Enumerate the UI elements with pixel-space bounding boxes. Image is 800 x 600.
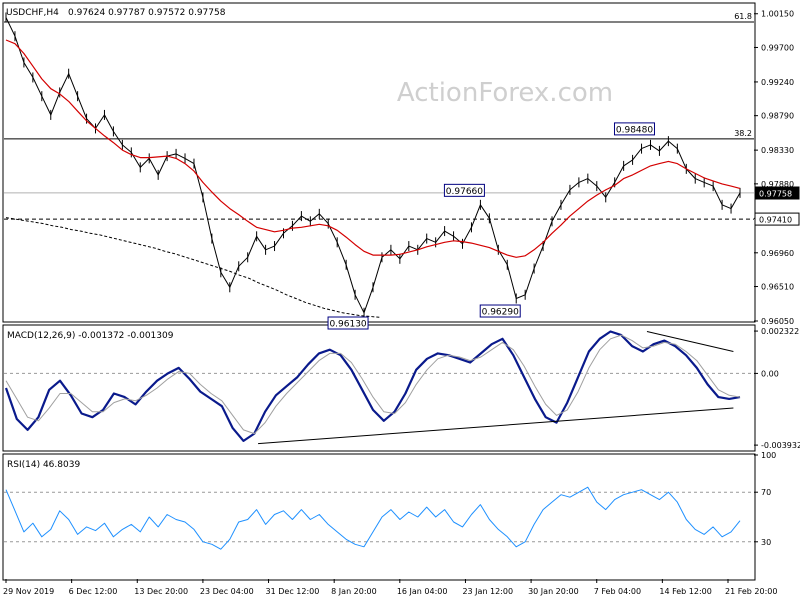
- rsi-panel-frame: [2, 453, 756, 581]
- swing-label-1: 0.97660: [446, 187, 483, 197]
- price-y-tick-label-3: 0.98790: [761, 112, 794, 121]
- swing-label-0: 0.98480: [616, 125, 653, 135]
- swing-label-3: 0.96130: [329, 320, 366, 330]
- rsi-title: RSI(14) 46.8039: [7, 460, 80, 470]
- x-tick-label-6: 16 Jan 04:00: [397, 587, 448, 596]
- price-plot: 61.8 38.2 0.98480 0.97660 0.96290 0.96130: [4, 12, 754, 330]
- price-tag-box-1: [754, 212, 800, 226]
- x-tick-label-9: 7 Feb 04:00: [594, 587, 641, 596]
- macd-trendline-1: [646, 330, 734, 353]
- axes: 1.00150 0.99700 0.99240 0.98790 0.98330 0.978…: [3, 10, 800, 596]
- x-tick-label-11: 21 Feb 20:00: [725, 587, 777, 596]
- price-y-tick-label-0: 1.00150: [761, 10, 794, 19]
- x-tick-label-10: 14 Feb 12:00: [659, 587, 711, 596]
- macd-series-macd: [4, 330, 741, 442]
- macd-trendline-0: [258, 407, 734, 445]
- price-y-tick-label-5: 0.97880: [761, 180, 794, 189]
- x-tick-label-8: 30 Jan 20:00: [528, 587, 579, 596]
- x-tick-label-2: 13 Dec 20:00: [134, 587, 188, 596]
- watermark-text: ActionForex.com: [397, 78, 613, 108]
- price-tag-box-0: [754, 186, 800, 200]
- macd-y-tick-label-2: -0.003932: [761, 441, 800, 450]
- fib-level-label-1: 38.2: [734, 129, 752, 138]
- fib-level-label-0: 61.8: [734, 12, 752, 21]
- rsi-y-tick-label-0: 100: [761, 451, 776, 460]
- macd-y-tick-label-1: 0.00: [761, 369, 779, 378]
- price-y-tick-label-4: 0.98330: [761, 146, 794, 155]
- price-series-close: [5, 17, 741, 314]
- x-tick-label-0: 29 Nov 2019: [3, 587, 54, 596]
- macd-panel-frame: [2, 324, 756, 452]
- x-tick-label-5: 8 Jan 20:00: [331, 587, 377, 596]
- x-tick-label-7: 23 Jan 12:00: [462, 587, 513, 596]
- macd-y-tick-label-0: 0.002322: [761, 327, 799, 336]
- rsi-y-tick-label-2: 30: [761, 538, 771, 547]
- price-y-tick-label-7: 0.96960: [761, 249, 794, 258]
- price-panel-frame: [2, 2, 756, 323]
- swing-label-2: 0.96290: [482, 308, 519, 318]
- ohlc-readout: 0.97624 0.97787 0.97572 0.97758: [68, 8, 226, 18]
- price-tag-1: 0.97410: [759, 216, 792, 225]
- swing-label-box-1: [443, 183, 485, 197]
- x-tick-label-3: 23 Dec 04:00: [200, 587, 254, 596]
- price-series-trend: [5, 217, 381, 318]
- macd-title: MACD(12,26,9) -0.001372 -0.001309: [7, 331, 174, 341]
- swing-label-box-0: [613, 122, 655, 136]
- macd-series-signal: [5, 334, 741, 435]
- x-tick-label-1: 6 Dec 12:00: [69, 587, 118, 596]
- price-y-tick-label-9: 0.96050: [761, 317, 794, 326]
- rsi-plot: [4, 486, 754, 550]
- price-tag-0: 0.97758: [759, 190, 792, 199]
- price-series-sma: [5, 39, 741, 258]
- price-y-tick-label-2: 0.99240: [761, 78, 794, 87]
- macd-plot: [4, 330, 754, 445]
- rsi-y-tick-label-1: 70: [761, 488, 771, 497]
- rsi-series: [5, 486, 741, 550]
- price-y-tick-label-8: 0.96510: [761, 283, 794, 292]
- chart-title: USDCHF,H4: [6, 8, 59, 18]
- price-y-tick-label-1: 0.99700: [761, 43, 794, 52]
- swing-label-box-2: [479, 304, 521, 318]
- x-tick-label-4: 31 Dec 12:00: [266, 587, 320, 596]
- swing-label-box-3: [327, 316, 369, 330]
